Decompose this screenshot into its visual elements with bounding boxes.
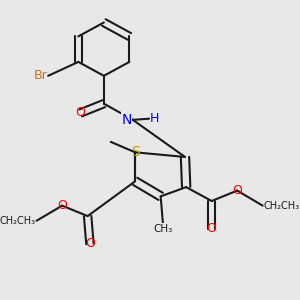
Text: O: O bbox=[76, 106, 85, 119]
Text: CH₂CH₃: CH₂CH₃ bbox=[264, 201, 300, 211]
Text: S: S bbox=[131, 145, 140, 159]
Text: O: O bbox=[232, 184, 242, 197]
Text: H: H bbox=[150, 112, 160, 125]
Text: Br: Br bbox=[33, 69, 47, 82]
Text: N: N bbox=[121, 113, 132, 127]
Text: CH₃: CH₃ bbox=[153, 224, 172, 234]
Text: CH₂CH₃: CH₂CH₃ bbox=[0, 216, 35, 226]
Text: O: O bbox=[207, 222, 217, 235]
Text: O: O bbox=[57, 199, 67, 212]
Text: O: O bbox=[85, 237, 95, 250]
